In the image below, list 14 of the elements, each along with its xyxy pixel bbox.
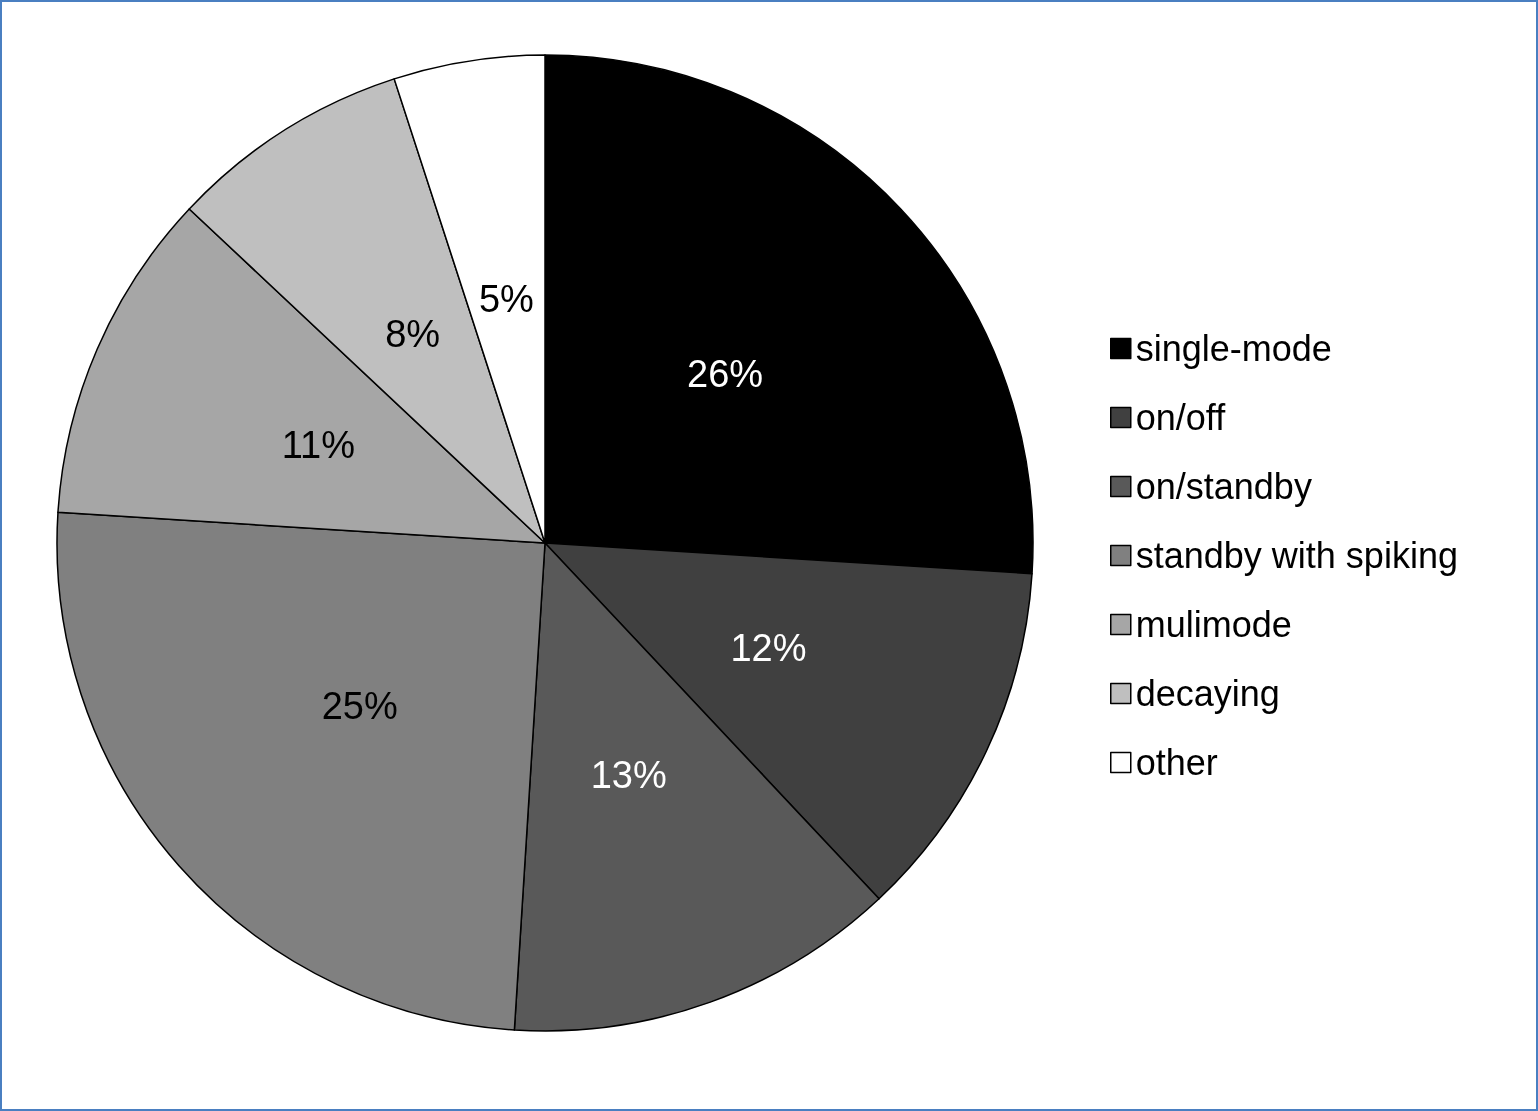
legend-label: mulimode [1135, 604, 1292, 645]
data-label: 11% [281, 423, 355, 466]
data-label: 8% [385, 313, 441, 356]
legend-label: standby with spiking [1135, 535, 1458, 576]
legend-label: other [1135, 742, 1218, 783]
data-label: 12% [730, 627, 807, 670]
data-label: 26% [687, 352, 764, 395]
legend-label: on/standby [1135, 466, 1312, 507]
data-label: 13% [590, 754, 667, 797]
legend-label: on/off [1135, 397, 1227, 438]
data-label: 25% [321, 685, 398, 728]
legend-label: decaying [1135, 673, 1280, 714]
legend-label: single-mode [1135, 328, 1332, 369]
data-label: 5% [478, 278, 534, 321]
